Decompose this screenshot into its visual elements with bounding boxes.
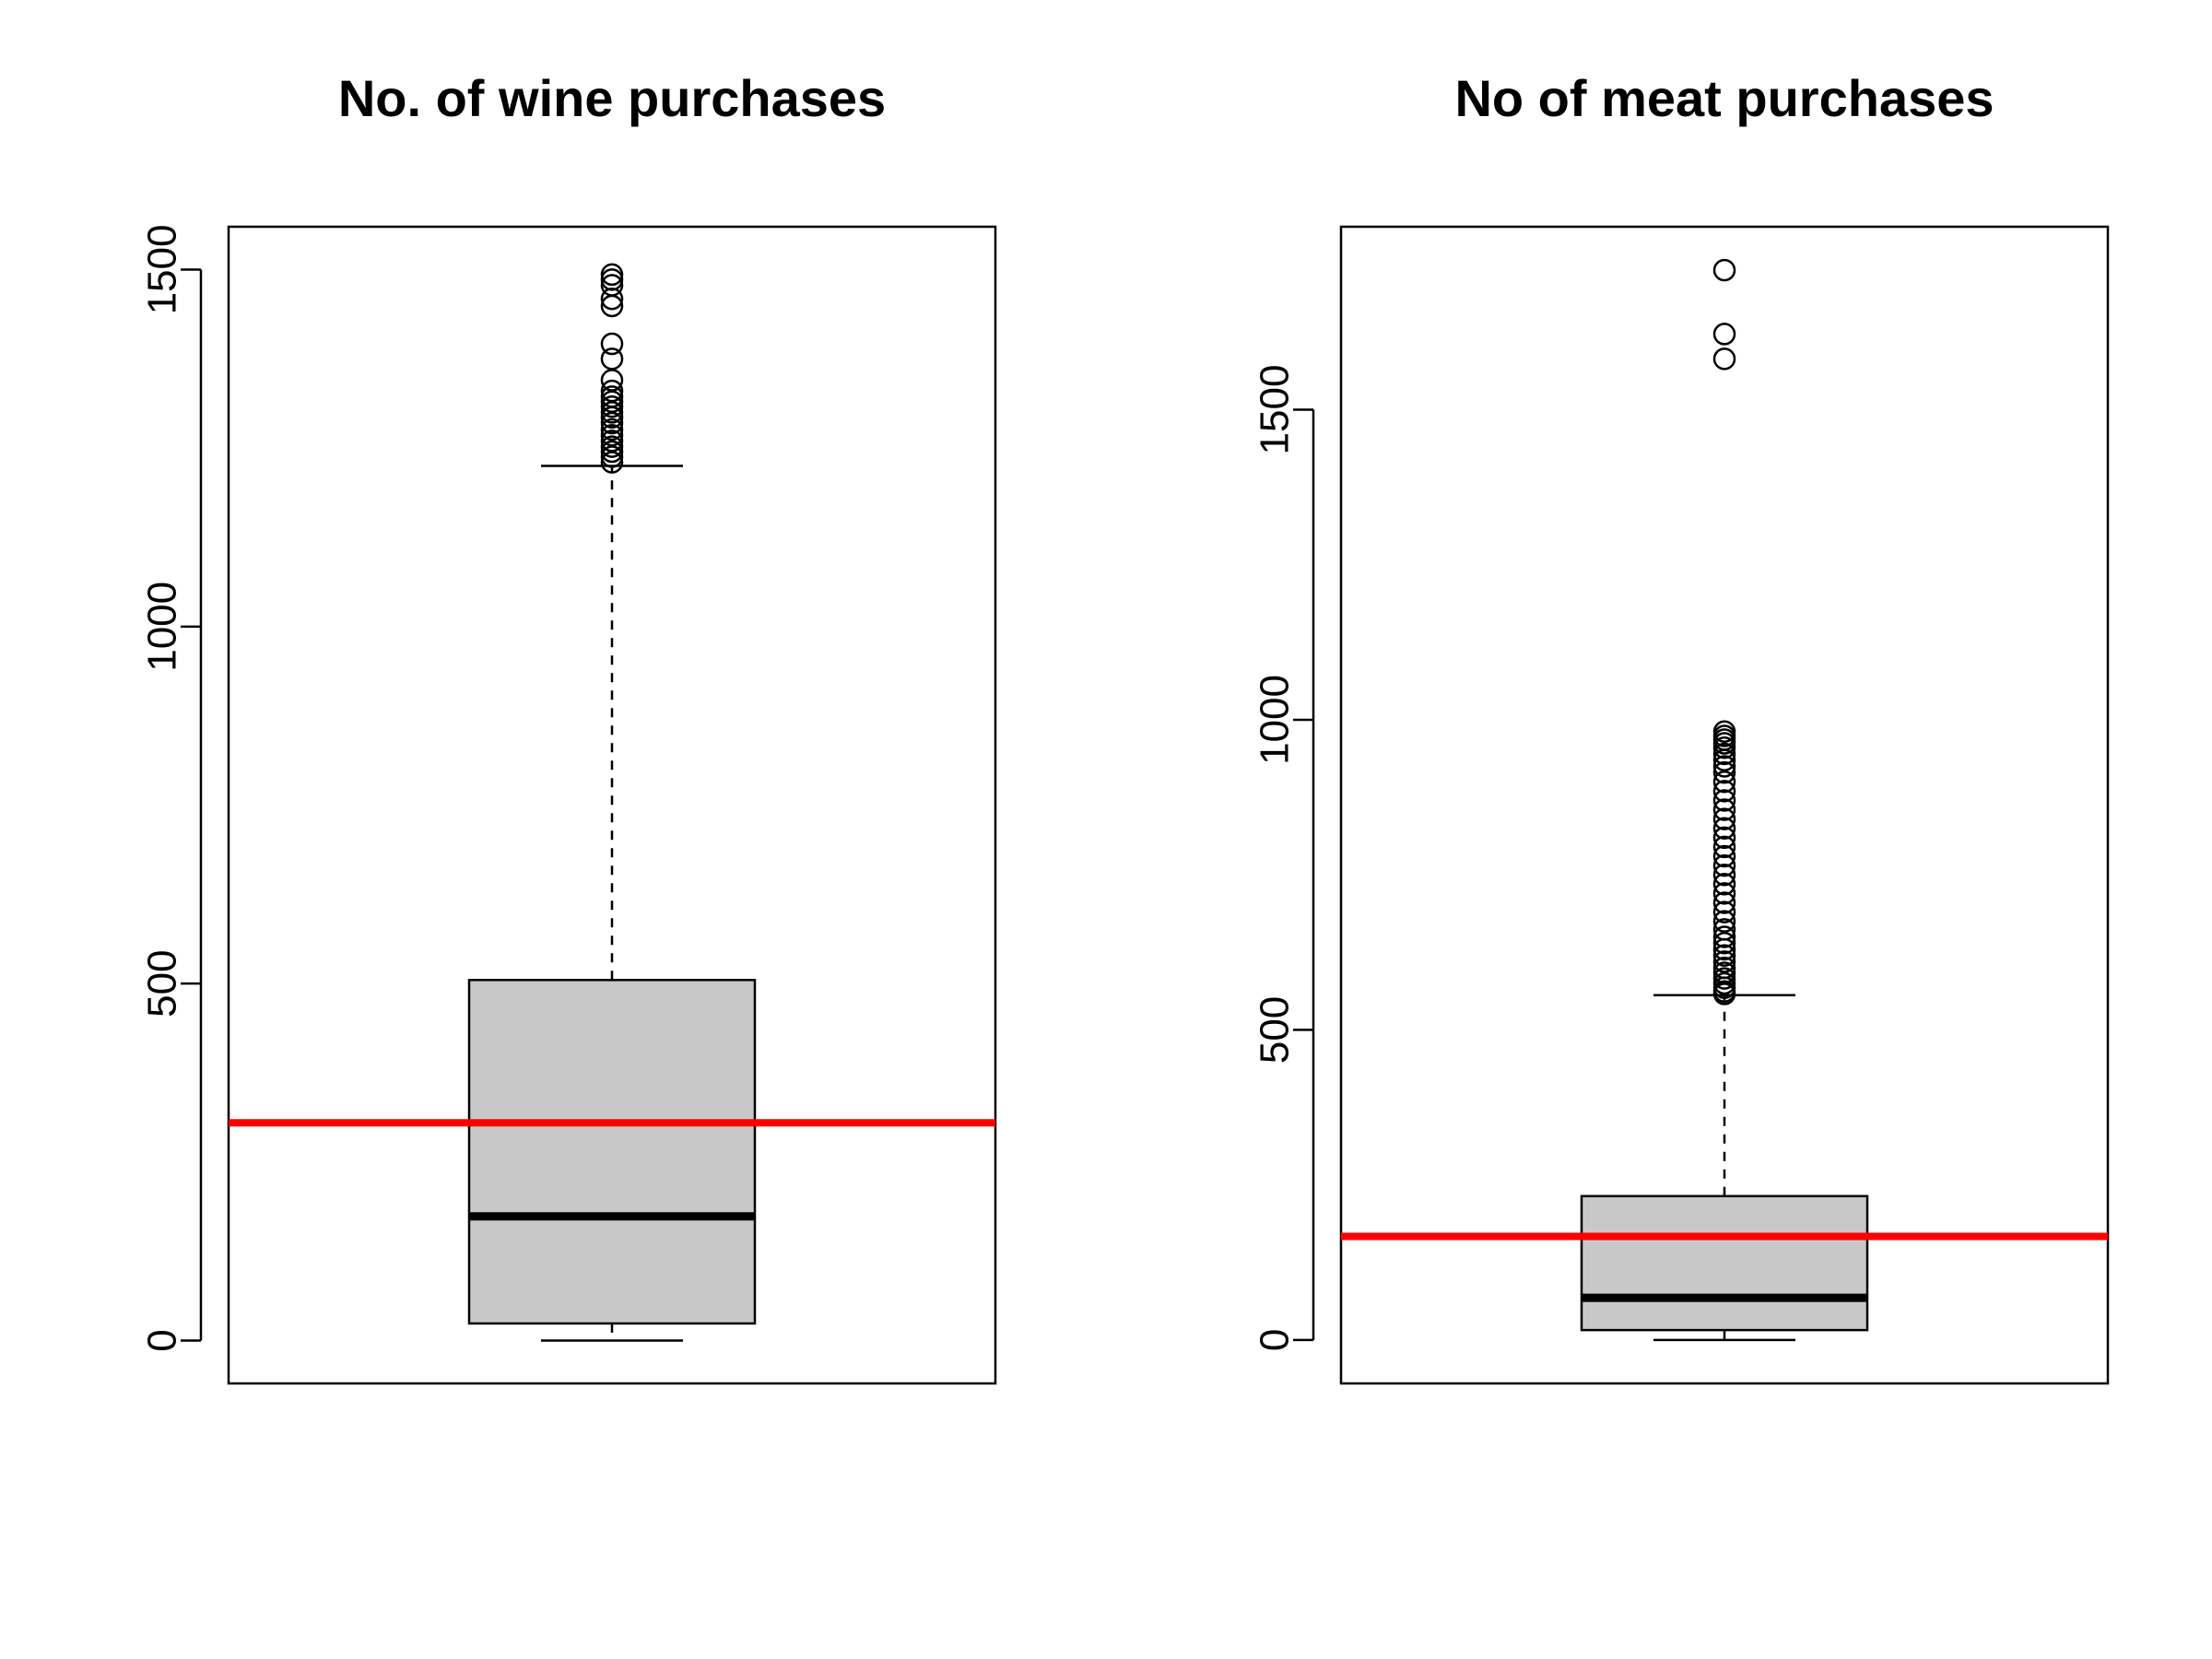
outlier-point [1712,760,1736,784]
outlier-point [1712,882,1736,905]
outlier-point [600,394,624,418]
outlier-point [1712,347,1736,371]
outlier-point [600,423,624,447]
outlier-point [600,385,624,408]
meat-purchases-panel: No of meat purchases 0 500 1000 1500 [1253,69,2110,1385]
iqr-box [467,979,757,1325]
chart-title: No. of wine purchases [338,69,886,127]
iqr-box [1580,1194,1869,1332]
outlier-point [600,379,624,403]
outlier-point [1712,873,1736,896]
plot-frame [1339,225,2110,1385]
y-tick-label: 0 [140,1329,185,1351]
y-tick-label: 1500 [1253,365,1298,455]
outlier-point [1712,891,1736,914]
outlier-point [1712,323,1736,346]
y-tick-label: 0 [1253,1329,1298,1351]
outlier-point [1712,931,1736,955]
y-tick-label: 500 [1253,996,1298,1064]
outlier-point [1712,910,1736,933]
outlier-point [1712,755,1736,778]
outlier-point [1712,789,1736,812]
outlier-point [1712,967,1736,990]
y-tick-label: 1000 [1253,675,1298,765]
outlier-point [600,440,624,464]
chart-title: No of meat purchases [1454,69,1994,127]
outlier-point [1712,956,1736,980]
outlier-point [600,268,624,291]
outlier-point [1712,950,1736,973]
outlier-point [1712,817,1736,840]
outlier-point [1712,853,1736,877]
wine-purchases-panel: No. of wine purchases 0 500 1000 1500 [140,69,997,1385]
outlier-point [1712,798,1736,821]
outlier-point [1712,863,1736,887]
outlier-point [1712,826,1736,850]
outlier-point [600,347,624,371]
outlier-point [1712,807,1736,830]
y-tick-label: 1000 [140,582,185,672]
outlier-point [1712,742,1736,766]
outlier-point [1712,771,1736,794]
outlier-point [600,332,624,356]
outlier-point [1712,944,1736,967]
y-tick-label: 500 [140,949,185,1017]
y-tick-label: 1500 [140,225,185,315]
outlier-point [1712,844,1736,868]
outlier-point [600,418,624,441]
outlier-point [1712,780,1736,803]
outlier-point [1712,835,1736,859]
outlier-point [600,263,624,287]
outlier-point [1712,925,1736,948]
outlier-point [1712,720,1736,744]
outlier-point [1712,258,1736,282]
outlier-point [1712,918,1736,941]
outlier-point [600,435,624,458]
plot-frame [227,225,997,1385]
outlier-point [600,429,624,453]
outlier-point [600,274,624,297]
outlier-point [1712,900,1736,924]
